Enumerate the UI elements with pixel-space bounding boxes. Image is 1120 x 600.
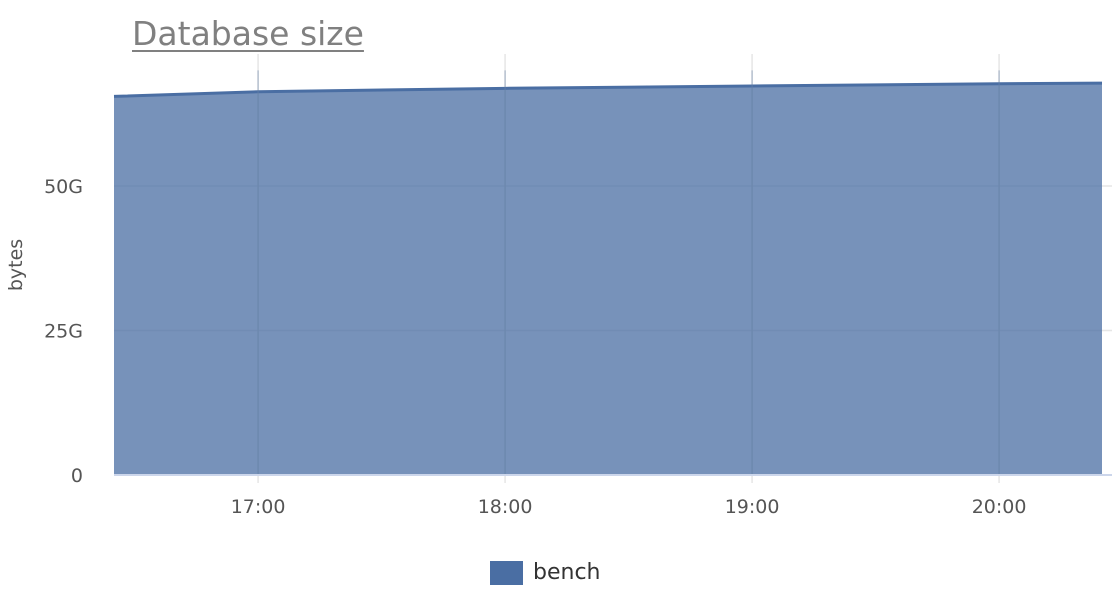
x-tick-label: 20:00 — [972, 496, 1027, 518]
x-tick-label: 17:00 — [231, 496, 286, 518]
legend-item-bench[interactable]: bench — [490, 560, 600, 585]
y-axis-label: bytes — [5, 239, 27, 291]
chart-title[interactable]: Database size — [132, 14, 364, 53]
x-tick-label: 19:00 — [725, 496, 780, 518]
y-tick-label: 0 — [71, 465, 83, 487]
x-tick-label: 18:00 — [478, 496, 533, 518]
legend-swatch — [490, 560, 523, 585]
y-tick-label: 50G — [44, 176, 83, 198]
y-tick-label: 25G — [44, 321, 83, 343]
series-line-bench — [113, 81, 1103, 98]
area-fill-bench — [114, 83, 1102, 475]
legend-label: bench — [533, 560, 601, 585]
